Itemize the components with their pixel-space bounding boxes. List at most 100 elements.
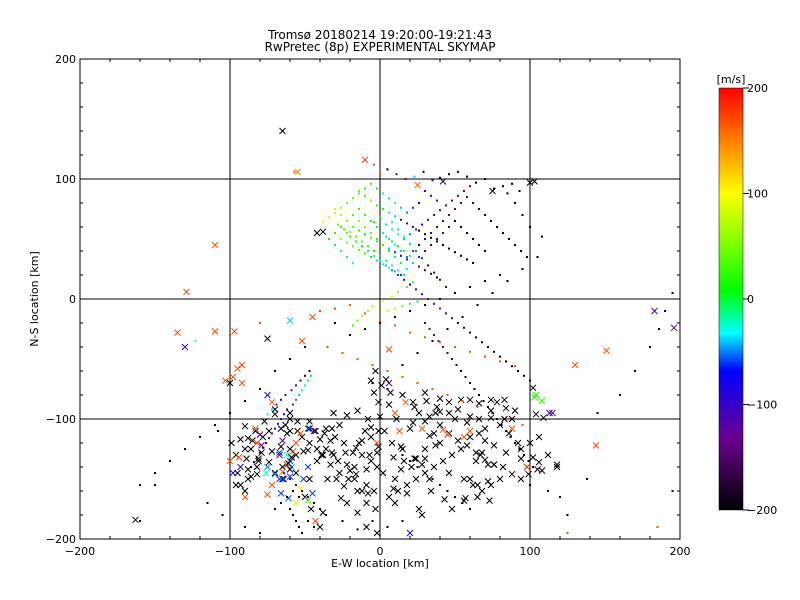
data-point-cross [363, 523, 370, 531]
data-point-cross [439, 178, 447, 185]
data-point-cross [412, 455, 420, 462]
data-point-dot [391, 295, 393, 298]
data-point-dot [386, 526, 389, 528]
data-point-dot [244, 400, 246, 402]
data-point-dot [280, 502, 282, 504]
data-point-cross [403, 481, 411, 489]
data-point-dot [430, 232, 432, 234]
data-point-dot [268, 437, 270, 440]
data-point-dot [292, 403, 294, 406]
data-point-cross [331, 433, 339, 441]
data-point-dot [401, 454, 404, 456]
data-point-cross [382, 376, 390, 383]
data-point-cross [343, 412, 351, 419]
data-point-dot [521, 214, 524, 216]
data-point-dot [284, 394, 287, 396]
data-point-dot [334, 232, 336, 234]
data-point-cross [276, 449, 283, 456]
data-point-cross [229, 373, 237, 381]
data-point-dot [334, 244, 336, 246]
data-point-dot [406, 286, 408, 288]
data-point-cross [283, 451, 291, 459]
data-point-dot [413, 175, 416, 178]
data-point-dot [376, 240, 378, 243]
data-point-cross [253, 470, 261, 478]
data-point-dot [292, 490, 294, 492]
data-point-cross [430, 463, 438, 471]
data-point-cross [279, 437, 286, 444]
data-point-dot [505, 430, 507, 432]
data-point-dot [514, 365, 516, 368]
data-point-dot [412, 281, 414, 284]
data-point-dot [656, 526, 659, 528]
data-point-dot [364, 328, 366, 330]
data-point-dot [404, 178, 407, 180]
data-point-dot [394, 251, 396, 254]
data-point-cross [393, 415, 400, 423]
data-point-cross [490, 461, 498, 468]
data-point-cross [501, 415, 508, 423]
data-point-dot [473, 388, 476, 390]
data-point-cross [603, 347, 610, 354]
data-point-cross [241, 493, 249, 501]
data-point-dot [491, 412, 494, 414]
data-point-cross [327, 437, 334, 444]
data-point-cross [426, 475, 433, 483]
data-point-dot [361, 245, 363, 248]
data-point-cross [379, 469, 387, 477]
data-point-cross [411, 455, 418, 462]
data-point-dot [499, 360, 501, 363]
data-point-cross [345, 475, 352, 483]
data-point-cross [460, 475, 468, 483]
data-point-dot [385, 259, 387, 262]
data-point-dot [481, 341, 483, 344]
data-point-cross [472, 449, 480, 456]
data-point-dot [439, 298, 441, 300]
data-point-dot [397, 245, 399, 248]
data-point-cross [387, 389, 394, 396]
data-point-dot [371, 382, 374, 384]
data-point-cross [526, 439, 534, 447]
data-point-cross [418, 461, 426, 468]
data-point-cross [229, 469, 237, 477]
data-point-dot [397, 233, 399, 236]
data-point-dot [445, 204, 447, 207]
data-point-cross [336, 421, 343, 429]
data-point-cross [427, 487, 435, 495]
data-point-dot [259, 451, 261, 454]
data-point-dot [487, 406, 489, 408]
data-point-dot [439, 484, 441, 486]
data-point-cross [531, 394, 538, 401]
data-point-dot [439, 307, 441, 310]
data-point-dot [364, 233, 366, 236]
data-point-cross [253, 463, 261, 471]
data-point-cross [364, 415, 372, 423]
data-point-dot [326, 346, 329, 348]
data-point-dot [194, 340, 197, 342]
data-point-dot [340, 214, 342, 216]
data-point-dot [469, 382, 471, 384]
data-point-dot [469, 508, 471, 510]
data-point-cross [373, 439, 381, 447]
data-point-cross [277, 490, 285, 497]
data-point-cross [276, 451, 283, 459]
data-point-dot [385, 264, 387, 267]
data-point-dot [446, 490, 449, 492]
data-point-dot [457, 194, 459, 197]
data-point-dot [514, 202, 516, 204]
data-point-cross [312, 427, 319, 435]
data-point-cross [279, 463, 286, 471]
data-point-dot [448, 173, 450, 176]
data-point-dot [385, 223, 387, 226]
data-point-dot [371, 305, 374, 308]
data-point-dot [373, 250, 375, 252]
data-point-dot [319, 508, 321, 510]
data-point-cross [439, 426, 447, 434]
data-point-dot [271, 408, 273, 411]
data-point-dot [416, 382, 419, 384]
data-point-cross [226, 457, 234, 465]
data-point-dot [496, 418, 498, 420]
colorbar-tick-label: −200 [747, 504, 777, 517]
data-point-cross [493, 398, 501, 406]
data-point-cross [363, 499, 370, 507]
